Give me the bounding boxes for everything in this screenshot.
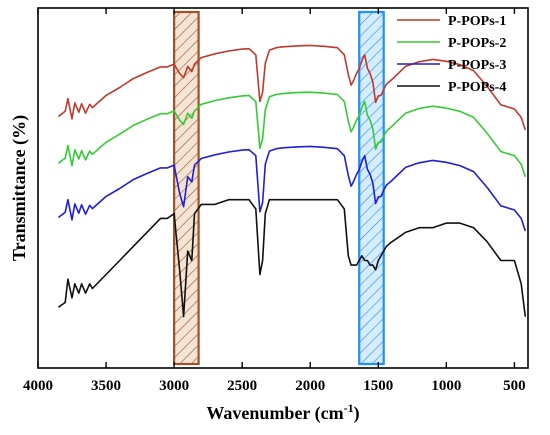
legend-label-1: P-POPs-1 xyxy=(448,14,506,29)
series-line-3 xyxy=(57,145,527,232)
x-tick-label-4000: 4000 xyxy=(23,378,53,394)
x-tick-label-3500: 3500 xyxy=(91,378,121,394)
series-line-4 xyxy=(57,198,527,318)
legend-label-4: P-POPs-4 xyxy=(448,80,506,95)
x-axis-title-main: Wavenumber (cm xyxy=(206,403,343,424)
x-tick-label-2000: 2000 xyxy=(295,378,325,394)
plot-frame xyxy=(37,7,529,369)
legend-label-2: P-POPs-2 xyxy=(448,36,506,51)
x-tick-label-2500: 2500 xyxy=(227,378,257,394)
y-axis-title: Transmittance (%) xyxy=(9,115,30,261)
x-tick-label-3000: 3000 xyxy=(159,378,189,394)
x-tick-label-1000: 1000 xyxy=(431,378,461,394)
series-line-2 xyxy=(57,91,527,178)
x-axis-title-sup: -1 xyxy=(344,401,354,415)
x-axis-title-end: ) xyxy=(354,403,360,424)
x-tick-label-1500: 1500 xyxy=(363,378,393,394)
legend: P-POPs-1 P-POPs-2 P-POPs-3 P-POPs-4 xyxy=(397,14,506,95)
highlight-band-hatch-2 xyxy=(358,10,385,366)
series-lines xyxy=(57,44,527,318)
x-axis-ticks: 4000 3500 3000 2500 2000 1500 1000 500 xyxy=(23,8,526,394)
legend-label-3: P-POPs-3 xyxy=(448,58,506,73)
highlight-bands xyxy=(173,10,385,366)
x-tick-label-500: 500 xyxy=(503,378,526,394)
series-line-1 xyxy=(57,44,527,131)
x-axis-title: Wavenumber (cm-1) xyxy=(206,401,359,424)
